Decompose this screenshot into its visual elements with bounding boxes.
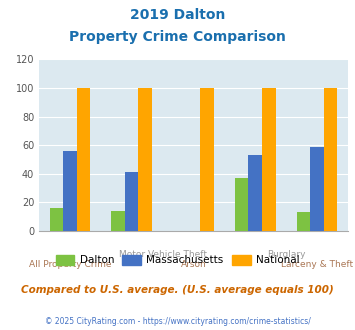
Bar — [77, 88, 90, 231]
Bar — [63, 151, 77, 231]
Text: All Property Crime: All Property Crime — [29, 260, 111, 269]
Bar — [50, 208, 63, 231]
Text: Arson: Arson — [181, 260, 206, 269]
Text: 2019 Dalton: 2019 Dalton — [130, 8, 225, 22]
Text: Larceny & Theft: Larceny & Theft — [281, 260, 353, 269]
Bar — [297, 213, 310, 231]
Text: Compared to U.S. average. (U.S. average equals 100): Compared to U.S. average. (U.S. average … — [21, 285, 334, 295]
Text: Property Crime Comparison: Property Crime Comparison — [69, 30, 286, 44]
Bar — [138, 88, 152, 231]
Bar — [235, 178, 248, 231]
Legend: Dalton, Massachusetts, National: Dalton, Massachusetts, National — [51, 251, 304, 270]
Bar — [324, 88, 337, 231]
Text: © 2025 CityRating.com - https://www.cityrating.com/crime-statistics/: © 2025 CityRating.com - https://www.city… — [45, 317, 310, 326]
Bar — [200, 88, 214, 231]
Bar — [125, 172, 138, 231]
Bar — [262, 88, 275, 231]
Bar — [248, 155, 262, 231]
Text: Motor Vehicle Theft: Motor Vehicle Theft — [119, 249, 207, 259]
Bar — [310, 147, 324, 231]
Bar — [111, 211, 125, 231]
Text: Burglary: Burglary — [267, 249, 305, 259]
